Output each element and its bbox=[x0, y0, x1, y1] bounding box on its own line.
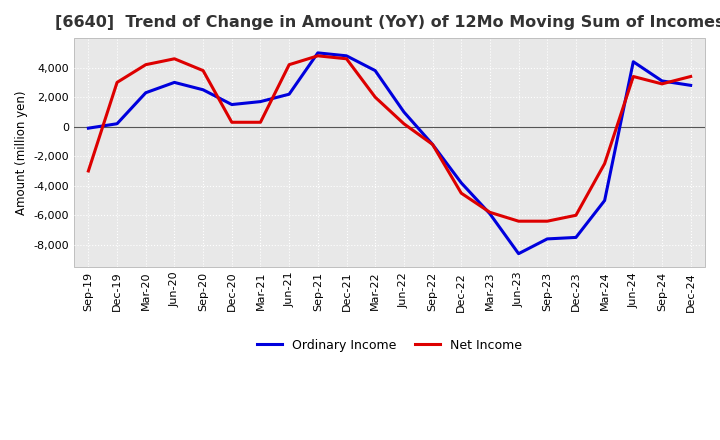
Ordinary Income bbox=[313, 50, 322, 55]
Ordinary Income bbox=[371, 68, 379, 73]
Ordinary Income bbox=[572, 235, 580, 240]
Line: Net Income: Net Income bbox=[89, 56, 690, 221]
Ordinary Income bbox=[457, 180, 466, 185]
Ordinary Income bbox=[256, 99, 265, 104]
Ordinary Income bbox=[113, 121, 122, 126]
Net Income bbox=[686, 74, 695, 79]
Net Income bbox=[84, 169, 93, 174]
Net Income bbox=[141, 62, 150, 67]
Net Income bbox=[485, 210, 494, 215]
Net Income bbox=[428, 142, 437, 147]
Ordinary Income bbox=[485, 211, 494, 216]
Net Income bbox=[514, 219, 523, 224]
Ordinary Income bbox=[686, 83, 695, 88]
Net Income bbox=[657, 81, 666, 87]
Ordinary Income bbox=[84, 125, 93, 131]
Net Income bbox=[228, 120, 236, 125]
Net Income bbox=[113, 80, 122, 85]
Net Income bbox=[313, 53, 322, 59]
Ordinary Income bbox=[657, 78, 666, 84]
Net Income bbox=[600, 161, 609, 166]
Net Income bbox=[342, 56, 351, 62]
Ordinary Income bbox=[428, 142, 437, 147]
Ordinary Income bbox=[228, 102, 236, 107]
Net Income bbox=[543, 219, 552, 224]
Net Income bbox=[256, 120, 265, 125]
Ordinary Income bbox=[629, 59, 638, 64]
Ordinary Income bbox=[342, 53, 351, 59]
Net Income bbox=[572, 213, 580, 218]
Net Income bbox=[400, 121, 408, 126]
Ordinary Income bbox=[170, 80, 179, 85]
Ordinary Income bbox=[543, 236, 552, 242]
Title: [6640]  Trend of Change in Amount (YoY) of 12Mo Moving Sum of Incomes: [6640] Trend of Change in Amount (YoY) o… bbox=[55, 15, 720, 30]
Ordinary Income bbox=[600, 198, 609, 203]
Net Income bbox=[457, 191, 466, 196]
Legend: Ordinary Income, Net Income: Ordinary Income, Net Income bbox=[252, 334, 527, 357]
Net Income bbox=[285, 62, 294, 67]
Net Income bbox=[629, 74, 638, 79]
Net Income bbox=[170, 56, 179, 62]
Net Income bbox=[371, 95, 379, 100]
Ordinary Income bbox=[285, 92, 294, 97]
Ordinary Income bbox=[400, 109, 408, 114]
Line: Ordinary Income: Ordinary Income bbox=[89, 53, 690, 254]
Y-axis label: Amount (million yen): Amount (million yen) bbox=[15, 90, 28, 215]
Ordinary Income bbox=[141, 90, 150, 95]
Ordinary Income bbox=[199, 87, 207, 92]
Net Income bbox=[199, 68, 207, 73]
Ordinary Income bbox=[514, 251, 523, 257]
